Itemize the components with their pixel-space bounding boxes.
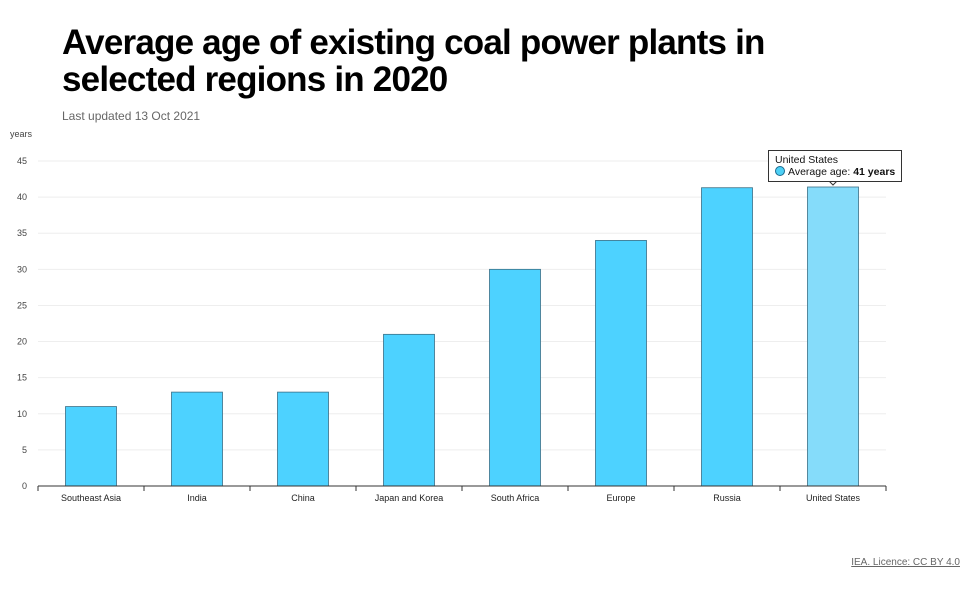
chart-title: Average age of existing coal power plant… — [62, 23, 765, 99]
y-tick-label: 25 — [17, 300, 27, 310]
y-tick-label: 30 — [17, 264, 27, 274]
tooltip-label: Average age: — [788, 166, 851, 178]
tooltip-region: United States — [775, 154, 839, 166]
last-updated: Last updated 13 Oct 2021 — [62, 109, 201, 123]
y-axis-label: years — [10, 129, 33, 139]
tooltip: United States Average age: 41 years — [768, 150, 903, 182]
y-tick-label: 40 — [17, 192, 27, 202]
tooltip-value: 41 years — [853, 166, 896, 178]
bar — [595, 240, 647, 487]
bar — [65, 406, 117, 487]
y-tick-label: 15 — [17, 373, 27, 383]
bar — [701, 187, 753, 487]
y-tick-label: 0 — [22, 481, 27, 491]
bar — [277, 391, 329, 487]
x-tick-label: China — [291, 493, 315, 503]
y-tick-label: 5 — [22, 445, 27, 455]
bar — [171, 391, 223, 487]
y-tick-label: 45 — [17, 156, 27, 166]
licence-link[interactable]: IEA. Licence: CC BY 4.0 — [851, 557, 960, 568]
bar — [489, 268, 541, 487]
x-tick-label: South Africa — [491, 493, 540, 503]
y-tick-label: 10 — [17, 409, 27, 419]
y-tick-label: 35 — [17, 228, 27, 238]
y-tick-label: 20 — [17, 337, 27, 347]
series-dot-icon — [775, 166, 785, 176]
x-tick-label: Southeast Asia — [61, 493, 121, 503]
x-tick-label: Europe — [606, 493, 635, 503]
bar — [383, 333, 435, 487]
x-tick-label: India — [187, 493, 207, 503]
x-tick-label: Russia — [713, 493, 741, 503]
x-tick-label: United States — [806, 493, 861, 503]
bar — [807, 186, 859, 487]
x-tick-label: Japan and Korea — [375, 493, 444, 503]
